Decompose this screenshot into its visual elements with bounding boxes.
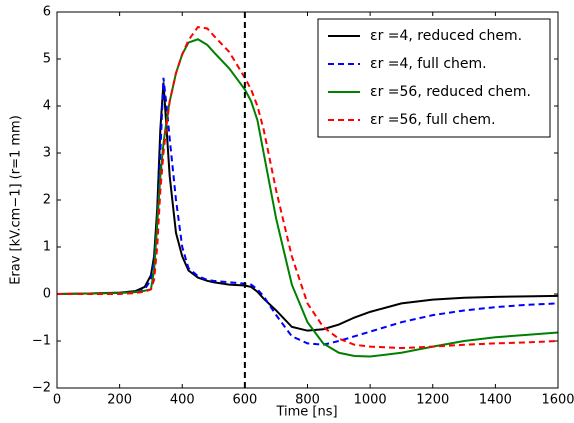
x-tick-label: 200 xyxy=(107,393,132,408)
x-tick-label: 400 xyxy=(170,393,195,408)
legend-label: εr =4, full chem. xyxy=(370,56,487,72)
y-tick-label: −2 xyxy=(32,381,51,396)
x-tick-label: 800 xyxy=(295,393,320,408)
y-tick-label: 1 xyxy=(43,240,51,255)
x-tick-label: 1200 xyxy=(416,393,449,408)
series-line xyxy=(57,25,559,350)
legend-box xyxy=(317,18,551,138)
legend-label: εr =56, reduced chem. xyxy=(370,84,531,100)
x-tick-label: 1000 xyxy=(354,393,387,408)
y-tick-label: 4 xyxy=(43,99,51,114)
plot-frame xyxy=(56,11,559,389)
y-tick-label: 2 xyxy=(43,193,51,208)
y-tick-label: 5 xyxy=(43,52,51,67)
x-tick-label: 1400 xyxy=(479,393,512,408)
y-tick-label: −1 xyxy=(32,334,51,349)
x-tick-label: 0 xyxy=(53,393,61,408)
y-tick-label: 0 xyxy=(43,287,51,302)
y-tick-label: 6 xyxy=(43,5,51,20)
y-axis-label: Erav [kV.cm−1] (r=1 mm) xyxy=(9,115,24,285)
x-axis-label: Time [ns] xyxy=(275,405,337,420)
legend-label: εr =4, reduced chem. xyxy=(370,28,522,44)
x-tick-label: 600 xyxy=(232,393,257,408)
x-tick-label: 1600 xyxy=(541,393,574,408)
series-line xyxy=(56,38,559,358)
legend-label: εr =56, full chem. xyxy=(370,112,496,128)
y-tick-label: 3 xyxy=(43,146,51,161)
